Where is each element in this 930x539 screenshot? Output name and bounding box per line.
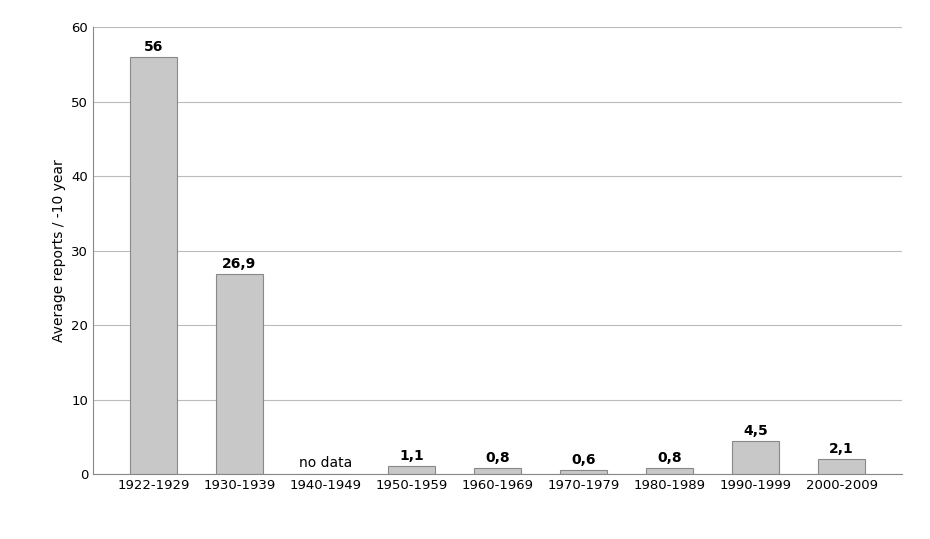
Text: 0,8: 0,8 (658, 451, 682, 465)
Text: 4,5: 4,5 (743, 424, 768, 438)
Bar (474, 468, 521, 474)
Text: no data: no data (299, 456, 352, 470)
Text: 2,1: 2,1 (830, 441, 854, 455)
Bar (130, 57, 177, 474)
Bar (388, 466, 435, 474)
Y-axis label: Average reports / -10 year: Average reports / -10 year (52, 159, 66, 342)
Text: 56: 56 (144, 40, 163, 54)
Bar (818, 459, 865, 474)
Bar (216, 274, 263, 474)
Bar (732, 441, 779, 474)
Bar (560, 470, 607, 474)
Text: 1,1: 1,1 (399, 449, 424, 463)
Text: 0,8: 0,8 (485, 451, 510, 465)
Text: 26,9: 26,9 (222, 257, 257, 271)
Bar (646, 468, 693, 474)
Text: 0,6: 0,6 (571, 453, 596, 467)
